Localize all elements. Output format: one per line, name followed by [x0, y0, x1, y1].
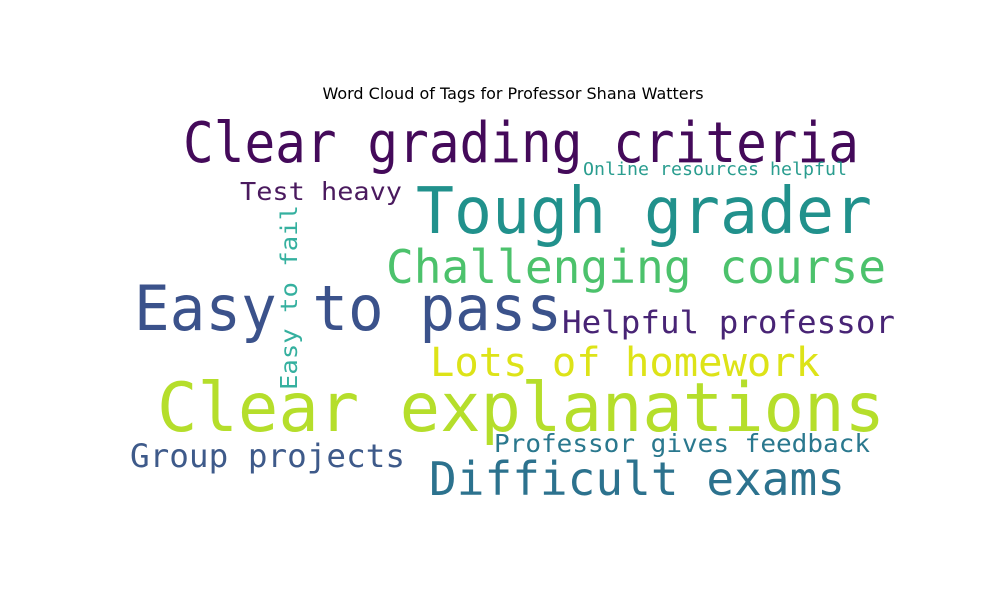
word-group-projects: Group projects [130, 437, 405, 475]
word-clear-grading-criteria: Clear grading criteria [183, 111, 859, 176]
word-online-resources-helpful: Online resources helpful [583, 159, 847, 180]
word-tough-grader: Tough grader [416, 175, 872, 249]
word-lots-of-homework: Lots of homework [430, 340, 820, 386]
word-helpful-professor: Helpful professor [562, 305, 895, 341]
word-difficult-exams: Difficult exams [429, 452, 845, 506]
word-easy-to-fail: Easy to fail [277, 205, 303, 390]
chart-title: Word Cloud of Tags for Professor Shana W… [322, 84, 704, 103]
word-professor-gives-feedback: Professor gives feedback [494, 429, 870, 458]
word-easy-to-pass: Easy to pass [134, 272, 562, 345]
word-clear-explanations: Clear explanations [157, 369, 885, 448]
word-challenging-course: Challenging course [386, 240, 886, 294]
word-test-heavy: Test heavy [240, 177, 402, 206]
